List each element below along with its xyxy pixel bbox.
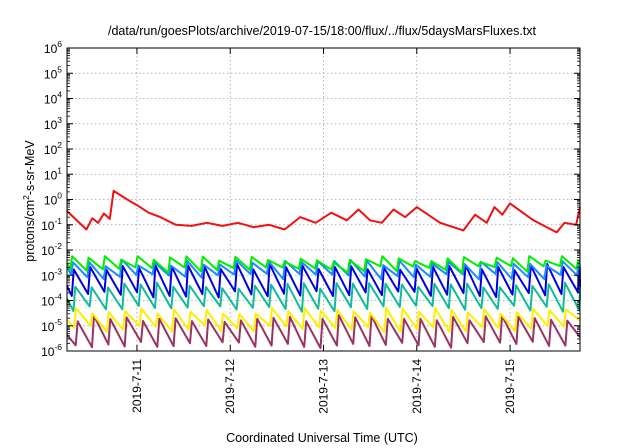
y-tick-label: 10-6 <box>41 342 62 359</box>
y-tick-label: 105 <box>44 64 62 81</box>
x-tick-label: 2019-7-13 <box>317 359 331 414</box>
series-line <box>66 314 581 350</box>
axis-ticks <box>67 47 580 352</box>
y-tick-exponent: -3 <box>54 266 62 276</box>
y-tick-exponent: -4 <box>54 292 62 302</box>
y-tick-exponent: 0 <box>57 191 62 201</box>
y-tick-exponent: 1 <box>57 165 62 175</box>
y-tick-label: 10-2 <box>41 241 62 258</box>
y-tick-base: 10 <box>41 320 55 334</box>
chart-title: /data/run/goesPlots/archive/2019-07-15/1… <box>108 24 537 38</box>
y-axis-label-suffix: -s-sr-MeV <box>23 140 37 196</box>
y-tick-exponent: -6 <box>54 342 62 352</box>
y-tick-base: 10 <box>41 269 55 283</box>
y-tick-base: 10 <box>41 295 55 309</box>
series-line <box>66 263 581 299</box>
y-tick-base: 10 <box>44 168 58 182</box>
y-axis-label: protons/cm2-s-sr-MeV <box>21 140 37 262</box>
series-lines <box>66 189 581 350</box>
x-tick-label: 2019-7-11 <box>130 359 144 413</box>
y-tick-exponent: 5 <box>57 64 62 74</box>
tick-labels: 2019-7-11 2019-7-12 2019-7-13 2019-7-14 2019… <box>41 39 517 414</box>
y-tick-label: 10-3 <box>41 266 62 283</box>
y-tick-exponent: 6 <box>57 39 62 49</box>
y-tick-label: 103 <box>44 115 62 132</box>
y-tick-label: 106 <box>44 39 62 56</box>
x-tick-label: 2019-7-12 <box>223 359 237 414</box>
y-tick-label: 101 <box>44 165 62 182</box>
y-tick-label: 10-1 <box>41 216 62 233</box>
x-tick-label: 2019-7-14 <box>410 359 424 414</box>
series-line <box>66 255 581 274</box>
y-tick-base: 10 <box>44 67 58 81</box>
y-tick-label: 10-5 <box>41 317 62 334</box>
y-tick-base: 10 <box>44 118 58 132</box>
y-tick-exponent: 3 <box>57 115 62 125</box>
y-tick-base: 10 <box>41 244 55 258</box>
y-tick-exponent: -5 <box>54 317 62 327</box>
y-tick-base: 10 <box>41 345 55 359</box>
series-line <box>66 189 581 234</box>
y-tick-label: 100 <box>44 191 62 208</box>
x-axis-label: Coordinated Universal Time (UTC) <box>226 431 418 445</box>
y-tick-base: 10 <box>44 93 58 107</box>
series-line <box>66 258 581 281</box>
y-axis-label-prefix: protons/cm <box>23 200 37 262</box>
y-tick-base: 10 <box>44 194 58 208</box>
y-tick-base: 10 <box>44 42 58 56</box>
y-tick-exponent: 4 <box>57 90 62 100</box>
y-tick-base: 10 <box>44 143 58 157</box>
y-tick-base: 10 <box>41 219 55 233</box>
y-tick-exponent: -1 <box>54 216 62 226</box>
y-tick-label: 104 <box>44 90 62 107</box>
series-line <box>66 281 581 313</box>
y-tick-label: 10-4 <box>41 292 62 309</box>
y-tick-label: 102 <box>44 140 62 157</box>
y-axis-label-exponent: 2 <box>21 195 31 200</box>
series-line <box>66 306 581 333</box>
x-tick-label: 2019-7-15 <box>503 359 517 414</box>
y-tick-exponent: -2 <box>54 241 62 251</box>
y-tick-exponent: 2 <box>57 140 62 150</box>
